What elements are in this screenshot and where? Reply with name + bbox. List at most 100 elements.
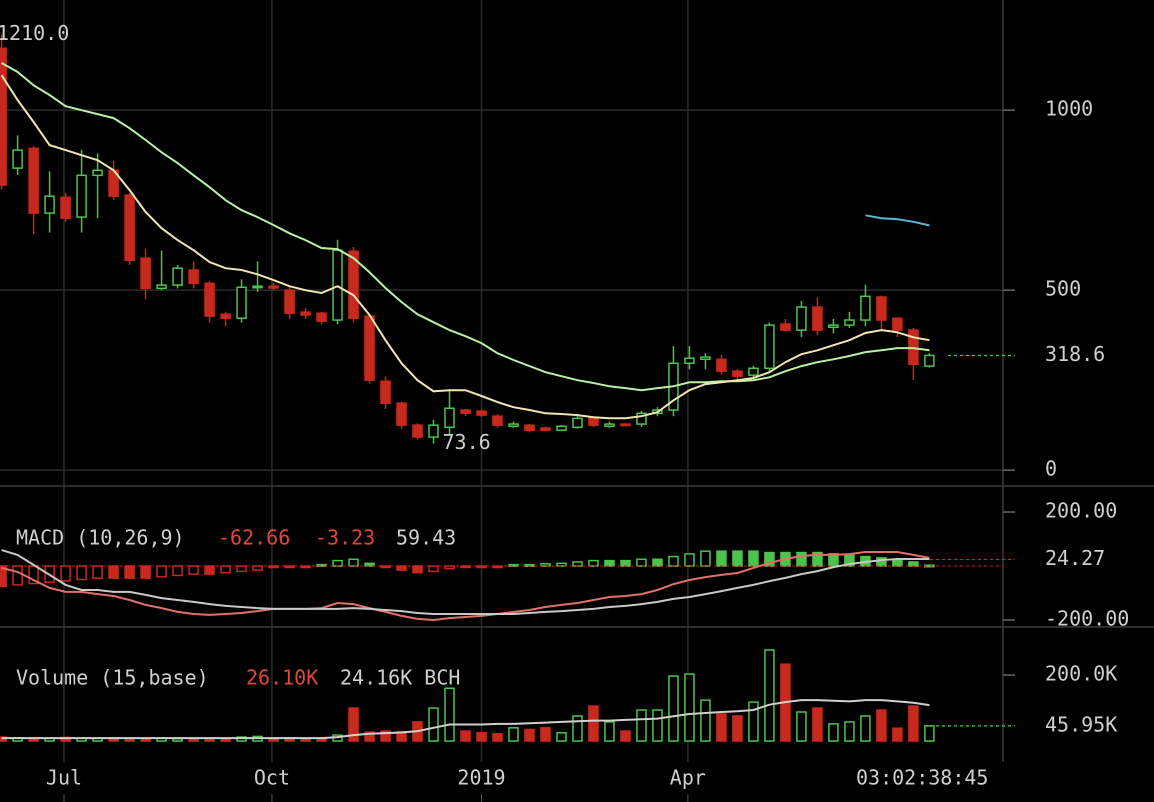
candle-body (300, 311, 311, 316)
candle-body (76, 174, 87, 218)
legend-readout: 24.16K BCH (340, 666, 460, 690)
macd-bar (108, 565, 119, 579)
macd-bar (652, 558, 663, 567)
macd-bar (828, 553, 839, 567)
indicator-line (1, 699, 930, 740)
candle-body (508, 423, 519, 427)
volume-bar (860, 715, 871, 742)
volume-bar (492, 733, 503, 742)
macd-bar (796, 551, 807, 567)
macd-bar (124, 565, 135, 579)
candle-body (732, 370, 743, 377)
macd-bar (188, 565, 199, 575)
y-tick-label: 0 (1045, 457, 1057, 481)
volume-bar (508, 727, 519, 742)
macd-bar (220, 565, 231, 574)
legend-readout: 59.43 (396, 526, 456, 550)
candle-body (604, 423, 615, 427)
macd-bar (620, 559, 631, 567)
macd-bar (172, 565, 183, 577)
macd-bar (604, 559, 615, 567)
macd-bar (732, 550, 743, 567)
macd-bar (396, 565, 407, 571)
macd-bar (316, 563, 327, 567)
candle-body (284, 289, 295, 314)
volume-bar (572, 715, 583, 742)
volume-bar (892, 727, 903, 742)
macd-bar (140, 565, 151, 579)
legend-readout: 26.10K (246, 666, 318, 690)
macd-bar (332, 559, 343, 567)
macd-bar (92, 565, 103, 579)
volume-bar (540, 727, 551, 742)
macd-bar (492, 565, 503, 569)
candle-body (476, 410, 487, 416)
macd-bar (76, 565, 87, 581)
candle-body (924, 354, 935, 367)
volume-bar (796, 711, 807, 742)
macd-bar (300, 565, 311, 569)
candle-body (316, 312, 327, 322)
last-value-label: 318.6 (1045, 342, 1105, 366)
candle-body (684, 357, 695, 364)
candle-body (588, 417, 599, 426)
macd-bar (684, 553, 695, 567)
candle-body (124, 194, 135, 262)
macd-bar (572, 561, 583, 567)
candle-body (28, 147, 39, 214)
candle-body (444, 407, 455, 429)
volume-bar (828, 723, 839, 742)
y-tick-label: 500 (1045, 277, 1081, 301)
candle-body (156, 284, 167, 290)
y-tick-label: -200.00 (1045, 606, 1129, 630)
macd-bar (844, 554, 855, 567)
x-tick-label: Apr (670, 766, 706, 790)
candle-body (60, 196, 71, 219)
indicator-line (0, 74, 930, 420)
volume-bar (588, 705, 599, 742)
volume-bar (620, 730, 631, 742)
volume-bar (716, 713, 727, 742)
macd-bar (636, 558, 647, 567)
candle-body (0, 47, 7, 186)
macd-bar (588, 559, 599, 567)
candle-body (92, 169, 103, 177)
x-tick-label: Oct (254, 766, 290, 790)
high-label: 1210.0 (0, 21, 69, 45)
volume-bar (476, 732, 487, 742)
candle-body (636, 412, 647, 425)
macd-bar (60, 565, 71, 582)
countdown: 03:02:38:45 (856, 766, 988, 790)
candle-body (764, 324, 775, 370)
indicator-line (1, 62, 930, 392)
candle-body (204, 282, 215, 317)
macd-legend: MACD (10,26,9) (16, 526, 185, 550)
candle-body (188, 269, 199, 285)
candle-body (380, 380, 391, 404)
macd-bar (156, 565, 167, 578)
indicator-line (865, 214, 930, 227)
candle-body (12, 149, 23, 169)
volume-bar (652, 709, 663, 742)
candle-body (860, 295, 871, 321)
volume-bar (924, 725, 935, 742)
candle-body (412, 424, 423, 438)
volume-bar (460, 730, 471, 742)
candle-body (892, 317, 903, 331)
grid-layer (0, 0, 1003, 762)
candle-body (220, 313, 231, 319)
volume-bar (812, 707, 823, 742)
macd-bar (412, 565, 423, 574)
last-value-label: 45.95K (1045, 712, 1117, 736)
candle-body (396, 402, 407, 426)
macd-bar (204, 565, 215, 575)
macd-bar (700, 550, 711, 567)
macd-bar (444, 565, 455, 570)
x-tick-label: Jul (46, 766, 82, 790)
legend-readout: -62.66 (218, 526, 290, 550)
candle-body (540, 427, 551, 431)
volume-bar (876, 709, 887, 742)
y-tick-label: 200.00 (1045, 499, 1117, 523)
volume-bar (604, 721, 615, 742)
